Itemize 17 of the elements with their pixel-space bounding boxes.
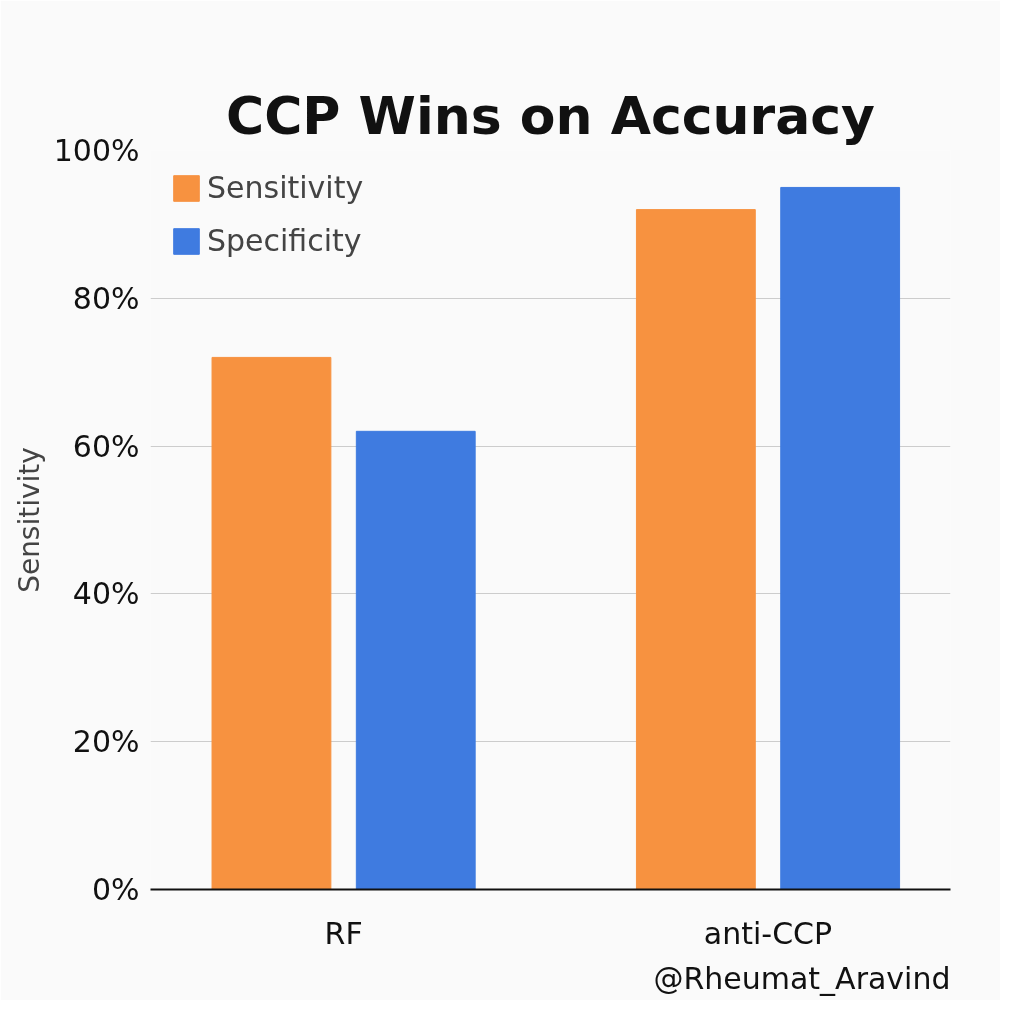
x-tick-label: RF <box>324 915 363 951</box>
legend-label: Sensitivity <box>207 170 364 205</box>
y-tick-label: 0% <box>91 872 140 907</box>
y-tick-label: 20% <box>72 724 140 760</box>
y-tick-label: 40% <box>72 576 140 612</box>
y-tick-label: 80% <box>72 280 140 316</box>
bar <box>355 430 476 890</box>
bar <box>211 356 332 890</box>
legend-label: Specificity <box>207 223 362 258</box>
y-tick-label: 100% <box>53 133 140 168</box>
y-tick-label: 60% <box>72 428 140 464</box>
text: @Rheumat_Aravind <box>653 960 951 996</box>
bar <box>635 209 756 890</box>
bar <box>780 186 901 890</box>
chart-title: CCP Wins on Accuracy <box>226 85 876 146</box>
x-tick-label: anti-CCP <box>703 915 833 951</box>
y-axis-title: Sensitivity <box>12 447 46 593</box>
